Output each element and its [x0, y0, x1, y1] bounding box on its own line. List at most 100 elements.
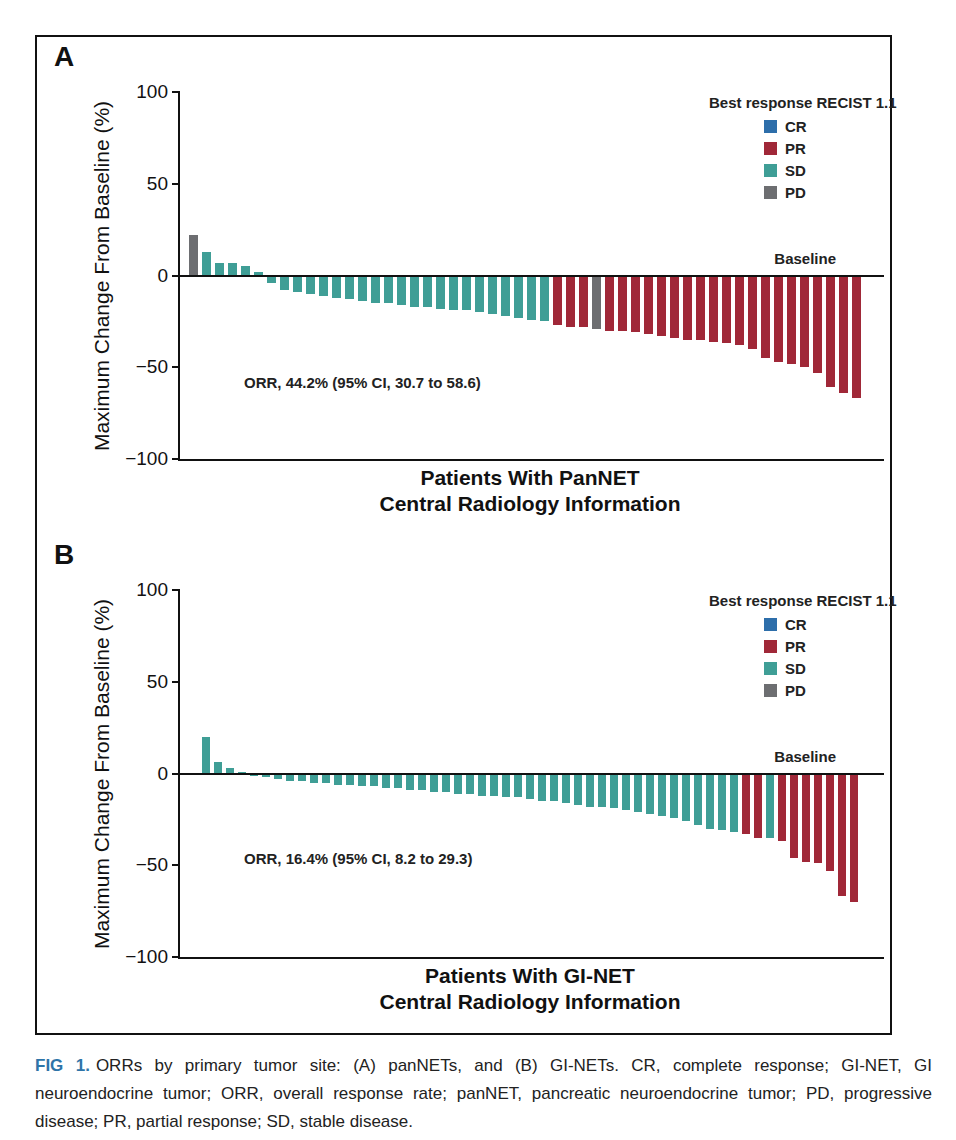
bar-pr [670, 276, 679, 338]
bar-sd [490, 774, 498, 796]
bar-sd [538, 774, 546, 802]
bar-pr [813, 276, 822, 373]
legend-item-pd: PD [709, 185, 897, 199]
bar-sd [540, 276, 549, 322]
x-axis-title-a: Patients With PanNET Central Radiology I… [178, 465, 882, 517]
bar-sd [730, 774, 738, 833]
legend-label-pr: PR [785, 140, 806, 157]
bar-sd [306, 276, 315, 294]
y-tick-label: 50 [147, 173, 168, 195]
bar-sd [332, 276, 341, 298]
bar-pr [735, 276, 744, 346]
y-tick-label: 100 [136, 81, 168, 103]
bar-sd [418, 774, 426, 791]
x-axis-title-b: Patients With GI-NET Central Radiology I… [178, 963, 882, 1015]
y-tick-label: 50 [147, 671, 168, 693]
legend-item-sd: SD [709, 163, 897, 177]
bar-sd [345, 276, 354, 300]
bar-sd [280, 276, 289, 291]
bar-sd [370, 774, 378, 787]
baseline-label-b: Baseline [700, 748, 836, 765]
bar-sd [646, 774, 654, 814]
caption-text: ORRs by primary tumor site: (A) panNETs,… [35, 1056, 932, 1131]
bar-sd [371, 276, 380, 304]
bar-sd [550, 774, 558, 802]
bar-sd [267, 276, 276, 283]
bar-sd [586, 774, 594, 807]
bar-sd [394, 774, 402, 789]
y-tick-mark [172, 183, 180, 185]
bar-pr [748, 276, 757, 349]
bar-sd [562, 774, 570, 803]
bar-pr [790, 774, 798, 858]
baseline-line-b [180, 773, 884, 775]
y-tick-mark [172, 366, 180, 368]
legend-item-cr: CR [709, 617, 897, 631]
bar-sd [622, 774, 630, 811]
bar-pr [683, 276, 692, 340]
bar-pr [566, 276, 575, 327]
x-axis-title-b-line2: Central Radiology Information [178, 989, 882, 1015]
bar-sd [410, 276, 419, 307]
legend-item-pd: PD [709, 683, 897, 697]
bar-sd [293, 276, 302, 293]
legend-label-pd: PD [785, 184, 806, 201]
bar-pr [696, 276, 705, 340]
y-axis-title-a: Maximum Change From Baseline (%) [90, 101, 114, 451]
legend-b: Best response RECIST 1.1 CR PR SD PD [709, 592, 897, 697]
cr-swatch-icon [764, 618, 777, 631]
x-axis-title-b-line1: Patients With GI-NET [178, 963, 882, 989]
bar-pr [802, 774, 810, 862]
figure-tag: FIG 1. [35, 1056, 90, 1075]
bar-pr [852, 276, 861, 399]
legend-title-a: Best response RECIST 1.1 [709, 94, 897, 111]
pd-swatch-icon [764, 186, 777, 199]
y-tick-mark [172, 275, 180, 277]
bar-sd [298, 774, 306, 781]
bar-sd [406, 774, 414, 791]
bar-pr [605, 276, 614, 331]
bar-pr [814, 774, 822, 864]
bar-sd [310, 774, 318, 783]
orr-annotation-b: ORR, 16.4% (95% CI, 8.2 to 29.3) [244, 850, 472, 867]
bar-pr [850, 774, 858, 902]
bar-pd [189, 235, 198, 275]
bar-sd [658, 774, 666, 816]
y-axis-title-b: Maximum Change From Baseline (%) [90, 599, 114, 949]
legend-label-pr: PR [785, 638, 806, 655]
bar-sd [466, 774, 474, 794]
bar-sd [610, 774, 618, 809]
legend-label-cr: CR [785, 118, 807, 135]
bar-sd [202, 252, 211, 276]
legend-label-cr: CR [785, 616, 807, 633]
bar-sd [430, 774, 438, 792]
panel-b-label: B [54, 539, 74, 571]
bar-pr [553, 276, 562, 326]
bar-pr [579, 276, 588, 327]
bar-pr [618, 276, 627, 331]
figure-frame: A Maximum Change From Baseline (%) Basel… [35, 35, 892, 1035]
bar-sd [514, 774, 522, 798]
bar-pr [778, 774, 786, 842]
bar-pr [631, 276, 640, 333]
bar-pr [709, 276, 718, 342]
y-tick-label: −100 [125, 448, 168, 470]
bar-sd [501, 276, 510, 316]
bar-sd [358, 276, 367, 302]
y-tick-label: −50 [136, 854, 168, 876]
panel-a: A Maximum Change From Baseline (%) Basel… [37, 37, 890, 535]
bar-pr [826, 276, 835, 388]
y-tick-mark [172, 681, 180, 683]
y-tick-label: 0 [157, 763, 168, 785]
panel-a-label: A [54, 41, 74, 73]
pr-swatch-icon [764, 142, 777, 155]
pd-swatch-icon [764, 684, 777, 697]
y-tick-label: −100 [125, 946, 168, 968]
sd-swatch-icon [764, 662, 777, 675]
bar-pr [826, 774, 834, 871]
figure-caption: FIG 1.ORRs by primary tumor site: (A) pa… [35, 1052, 932, 1136]
bar-sd [319, 276, 328, 296]
y-tick-mark [172, 458, 180, 460]
bar-sd [449, 276, 458, 311]
bar-pr [644, 276, 653, 335]
